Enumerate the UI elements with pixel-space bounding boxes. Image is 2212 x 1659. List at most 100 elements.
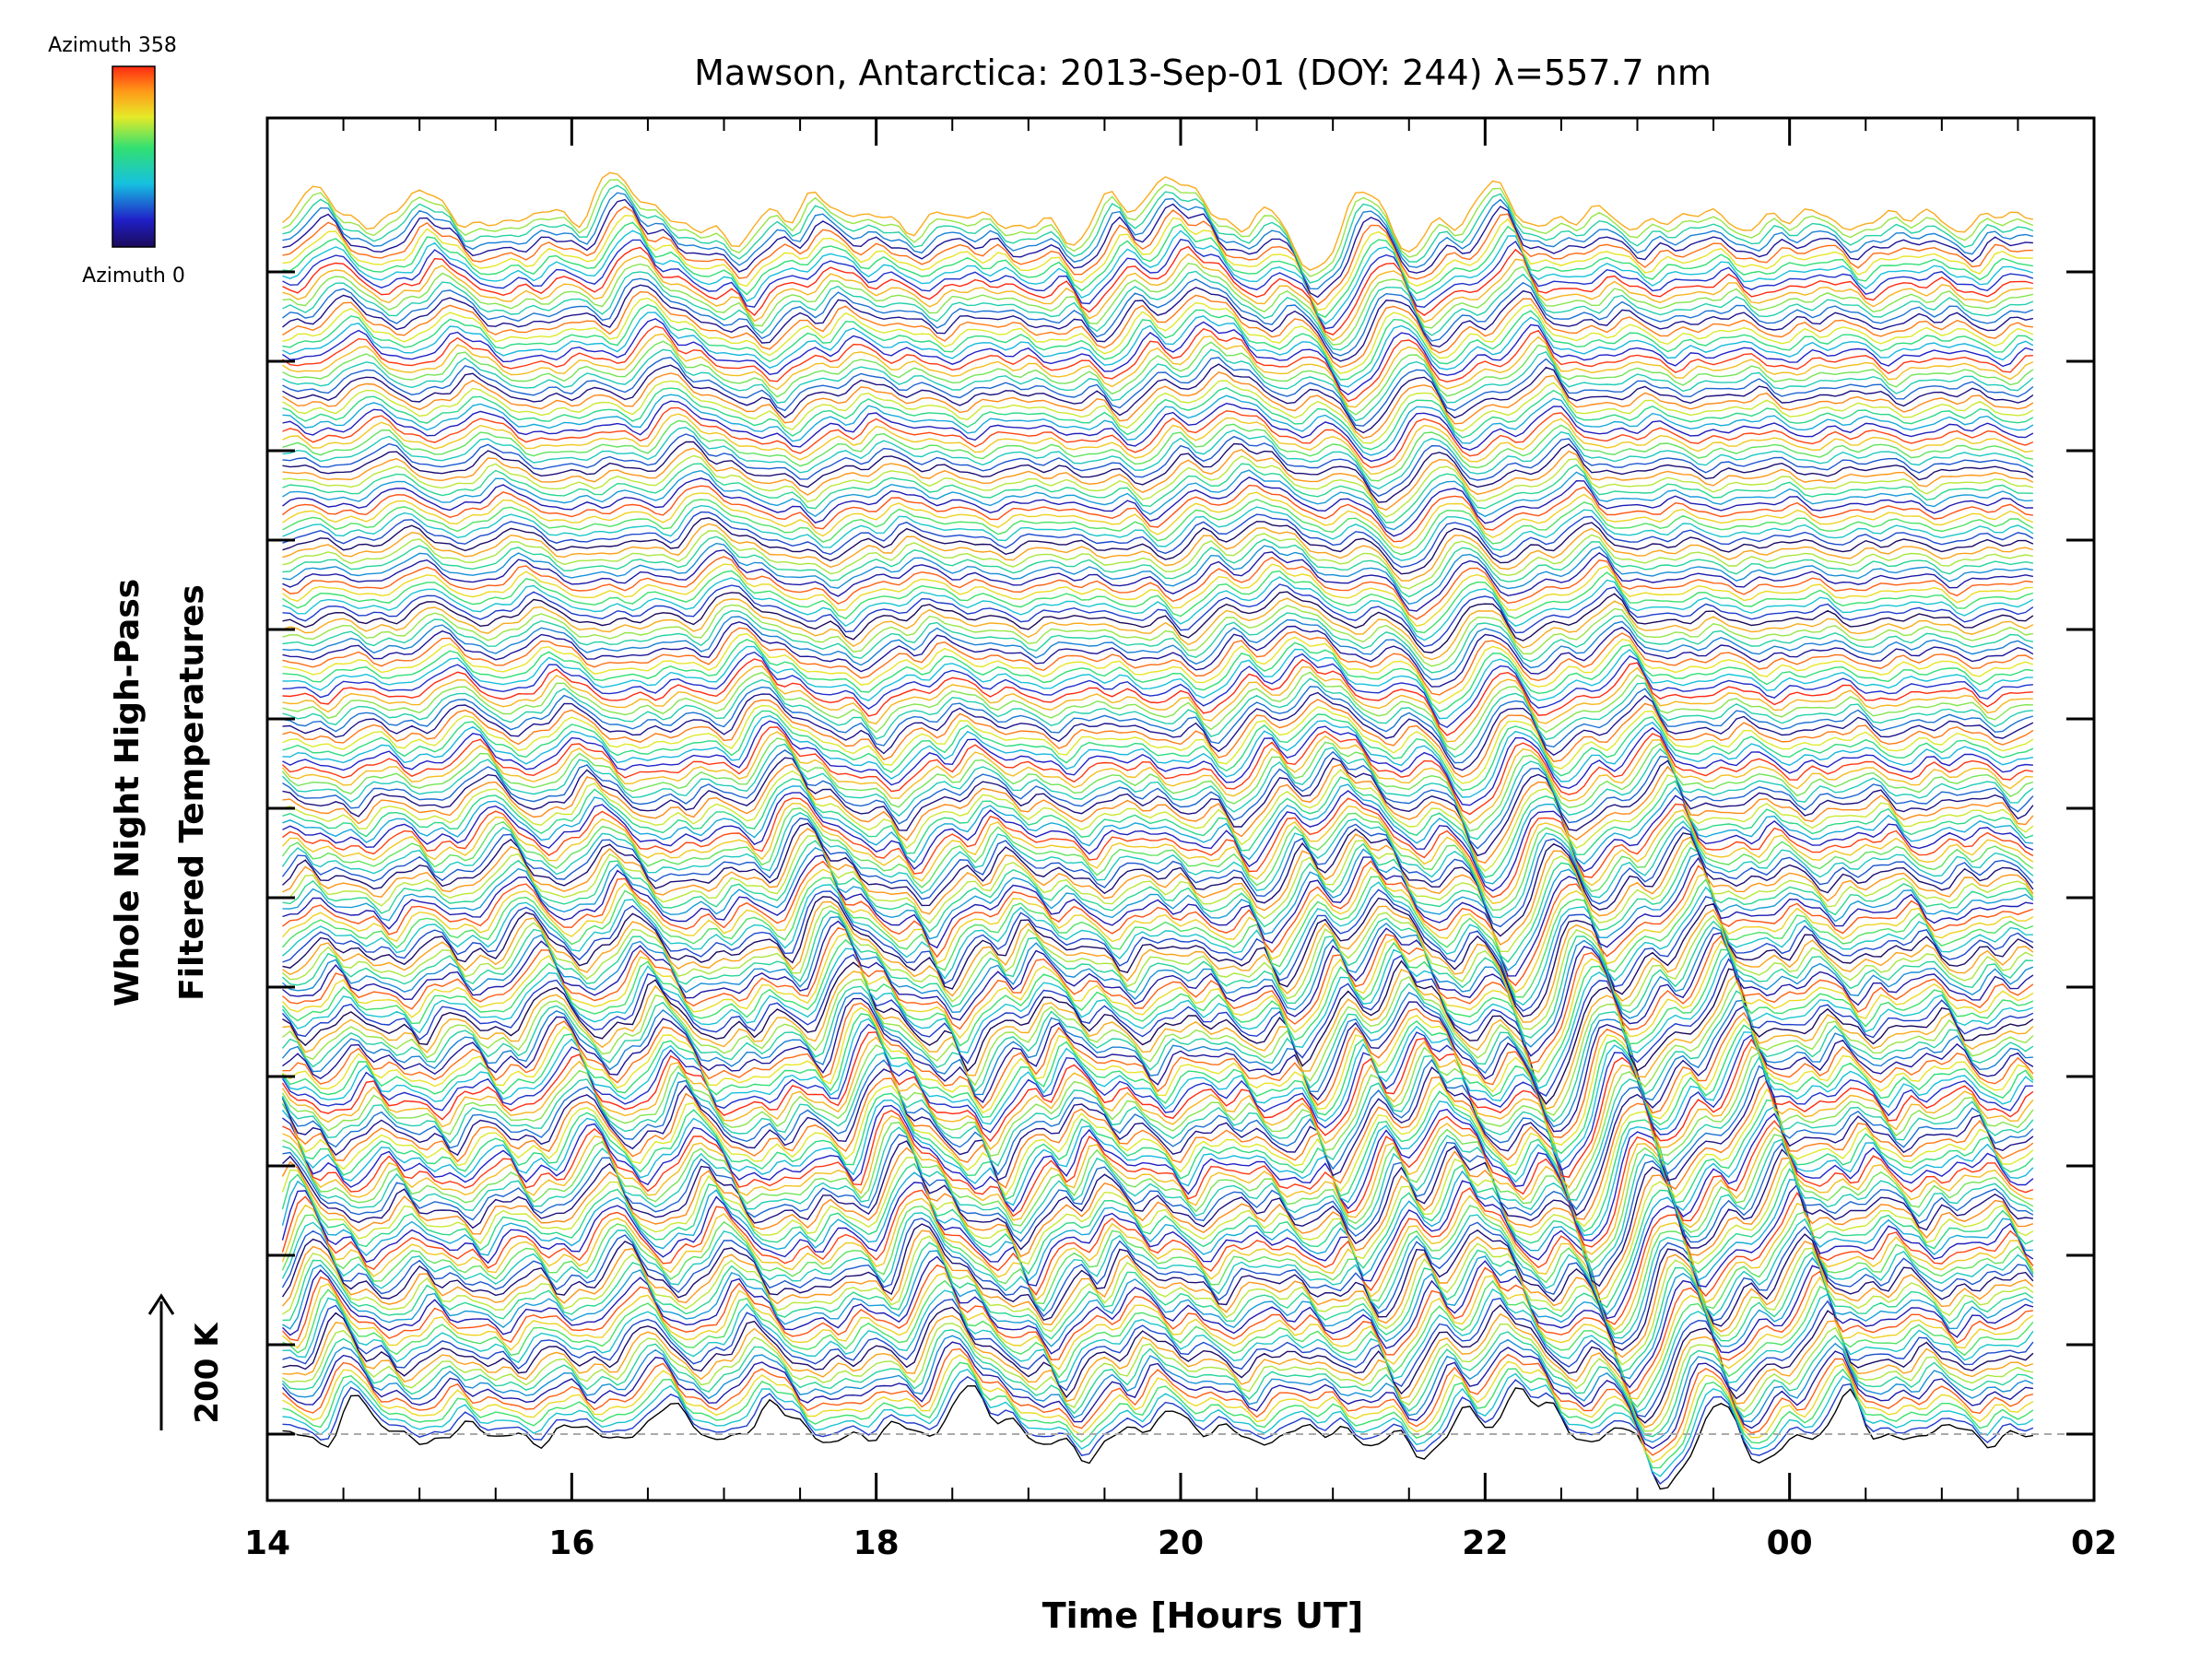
series-line-az-90	[281, 1058, 2034, 1211]
series-line-az-4	[282, 1368, 2034, 1477]
series-line-az-132	[282, 920, 2034, 1057]
series-line-az-162	[282, 828, 2034, 946]
series-line-az-272	[282, 484, 2034, 543]
series-line-az-0	[282, 1384, 2034, 1490]
series-line-az-136	[282, 910, 2033, 1039]
series-line-az-84	[281, 1081, 2034, 1228]
series-line-az-234	[282, 609, 2034, 674]
x-tick-label: 14	[244, 1524, 290, 1562]
series-line-az-296	[282, 400, 2034, 463]
series-line-az-70	[282, 1126, 2034, 1272]
series-line-az-72	[282, 1122, 2034, 1264]
x-tick-label: 16	[548, 1524, 594, 1562]
series-line-az-242	[282, 583, 2034, 648]
series-line-az-354	[282, 184, 2034, 284]
series-line-az-232	[282, 616, 2034, 681]
series-line-az-170	[281, 807, 2034, 912]
series-line-az-64	[281, 1147, 2034, 1296]
series-line-az-352	[282, 192, 2034, 290]
series-line-az-34	[282, 1255, 2034, 1389]
series-line-az-326	[282, 290, 2033, 369]
series-line-az-206	[282, 699, 2034, 778]
series-line-az-142	[282, 896, 2034, 1018]
series-line-az-128	[281, 933, 2034, 1074]
series-line-az-248	[282, 563, 2033, 628]
x-tick-label: 20	[1158, 1524, 1204, 1562]
series-line-az-94	[281, 1044, 2034, 1196]
series-line-az-28	[282, 1279, 2034, 1408]
series-line-az-264	[282, 511, 2034, 569]
series-line-az-274	[282, 477, 2033, 537]
series-line-az-240	[282, 591, 2034, 653]
series-line-az-324	[282, 297, 2034, 374]
series-line-az-278	[282, 463, 2033, 524]
series-line-az-304	[282, 371, 2034, 440]
series-line-az-120	[282, 959, 2034, 1105]
series-line-az-134	[282, 916, 2034, 1048]
colorbar-bottom-label: Azimuth 0	[82, 265, 185, 288]
series-line-az-188	[282, 749, 2034, 850]
y-axis-label-line1: Whole Night High-Pass	[109, 579, 147, 1006]
series-line-az-12	[281, 1341, 2034, 1450]
series-line-az-328	[282, 284, 2034, 362]
colorbar: Azimuth 358 Azimuth 0	[48, 34, 185, 288]
series-line-az-298	[282, 394, 2034, 456]
series-line-az-334	[282, 262, 2034, 346]
series-line-az-6	[282, 1361, 2034, 1469]
series-line-az-78	[282, 1104, 2034, 1241]
series-line-az-82	[281, 1090, 2034, 1232]
series-line-az-258	[282, 530, 2034, 590]
series-line-az-202	[282, 710, 2034, 792]
series-line-az-192	[281, 737, 2034, 832]
series-line-az-314	[282, 333, 2034, 408]
series-line-az-244	[282, 576, 2034, 641]
series-line-az-348	[282, 206, 2033, 306]
series-line-az-238	[282, 597, 2034, 661]
series-line-az-144	[282, 888, 2034, 1012]
series-line-az-8	[282, 1354, 2034, 1464]
series-line-az-318	[282, 318, 2034, 396]
series-line-az-180	[282, 776, 2034, 878]
series-line-az-140	[282, 900, 2034, 1023]
series-line-az-216	[282, 665, 2033, 743]
series-line-az-100	[281, 1023, 2033, 1171]
series-line-az-230	[282, 621, 2034, 688]
series-line-az-40	[282, 1235, 2034, 1366]
series-line-az-148	[281, 876, 2034, 998]
series-line-az-312	[282, 340, 2034, 416]
series-line-az-276	[282, 469, 2033, 531]
series-line-az-76	[282, 1110, 2034, 1248]
series-line-az-198	[282, 720, 2033, 806]
series-line-az-16	[282, 1329, 2034, 1438]
series-line-az-124	[281, 947, 2034, 1089]
series-line-az-26	[282, 1288, 2034, 1414]
series-line-az-340	[282, 239, 2034, 330]
series-line-az-36	[282, 1250, 2034, 1380]
series-line-az-306	[282, 363, 2034, 434]
series-line-az-130	[282, 926, 2034, 1065]
series-line-az-108	[282, 1002, 2034, 1138]
series-line-az-292	[282, 413, 2034, 476]
series-line-az-290	[282, 419, 2034, 482]
series-line-az-356	[282, 179, 2034, 277]
series-line-az-236	[282, 604, 2034, 667]
series-line-az-182	[282, 769, 2034, 873]
x-tick-label: 22	[1462, 1524, 1508, 1562]
series-line-az-110	[282, 997, 2034, 1133]
series-line-az-350	[282, 198, 2033, 299]
series-line-az-210	[282, 686, 2034, 764]
y-axis-label-line2: Filtered Temperatures	[173, 584, 211, 1001]
series-line-az-254	[282, 542, 2034, 606]
series-line-az-172	[281, 802, 2034, 904]
colorbar-gradient	[112, 65, 156, 248]
series-line-az-96	[281, 1036, 2034, 1189]
series-line-az-22	[282, 1304, 2034, 1424]
series-line-az-166	[281, 818, 2034, 928]
series-line-az-208	[282, 691, 2034, 771]
series-line-az-178	[282, 783, 2033, 885]
series-line-az-186	[282, 757, 2034, 857]
series-line-az-342	[282, 229, 2034, 325]
series-line-az-214	[282, 671, 2033, 751]
series-line-az-54	[281, 1187, 2034, 1325]
series-line-az-98	[281, 1031, 2034, 1178]
